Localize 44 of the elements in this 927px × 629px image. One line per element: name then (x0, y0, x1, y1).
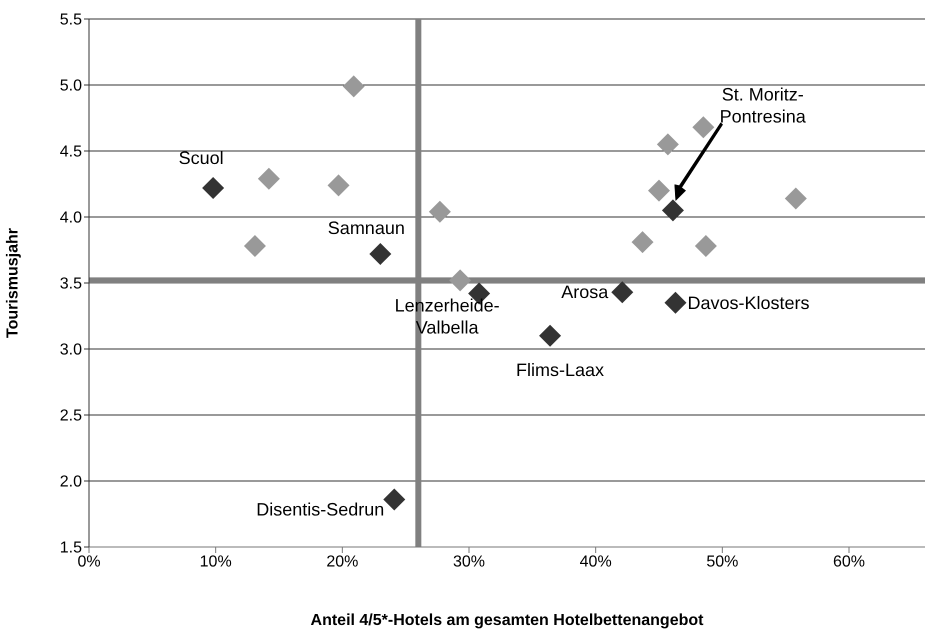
point (369, 242, 392, 265)
y-tick-label: 2.5 (60, 408, 82, 425)
y-axis-title: Tourismusjahr (4, 228, 22, 338)
point (648, 180, 670, 202)
point (692, 116, 714, 138)
y-tick-label: 3.5 (60, 276, 82, 293)
point (664, 292, 686, 314)
point (656, 133, 679, 156)
y-tick-label: 2.0 (60, 474, 82, 491)
y-tick-label: 4.5 (60, 144, 82, 161)
point (539, 324, 562, 347)
annotation: Scuol (178, 148, 224, 168)
point (328, 174, 350, 196)
point (632, 231, 654, 254)
x-tick-label: 10% (200, 553, 232, 570)
x-tick-label: 50% (706, 553, 738, 570)
y-tick-label: 5.5 (60, 12, 82, 29)
annotation: Lenzerheide-Valbella (394, 296, 500, 338)
point (383, 488, 406, 510)
point (342, 75, 365, 98)
annotation: Samnaun (328, 218, 405, 238)
point (694, 235, 717, 258)
annotation: Davos-Klosters (687, 292, 810, 313)
point (449, 269, 472, 292)
point (611, 281, 634, 304)
annotation: Disentis-Sedrun (256, 499, 384, 520)
point (784, 188, 807, 210)
x-tick-label: 40% (580, 553, 612, 570)
y-tick-label: 4.0 (60, 210, 82, 227)
y-tick-label: 3.0 (60, 342, 82, 359)
point (202, 176, 224, 199)
x-tick-label: 30% (452, 553, 486, 570)
annotation: Flims-Laax (516, 360, 604, 380)
point (662, 199, 684, 222)
x-tick-label: 20% (326, 553, 358, 570)
point (258, 168, 280, 190)
x-tick-label: 60% (832, 553, 866, 570)
x-tick-label: 0% (77, 553, 101, 570)
point (428, 200, 451, 223)
annotation: Arosa (561, 282, 610, 302)
y-tick-label: 5.0 (60, 78, 82, 95)
point (244, 235, 266, 258)
annotation: St. Moritz-Pontresina (720, 84, 807, 127)
x-axis-title: Anteil 4/5*-Hotels am gesamten Hotelbettenangebot (310, 612, 704, 629)
